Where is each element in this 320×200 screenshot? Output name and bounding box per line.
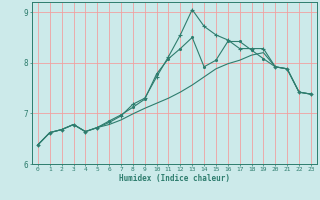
X-axis label: Humidex (Indice chaleur): Humidex (Indice chaleur) — [119, 174, 230, 183]
